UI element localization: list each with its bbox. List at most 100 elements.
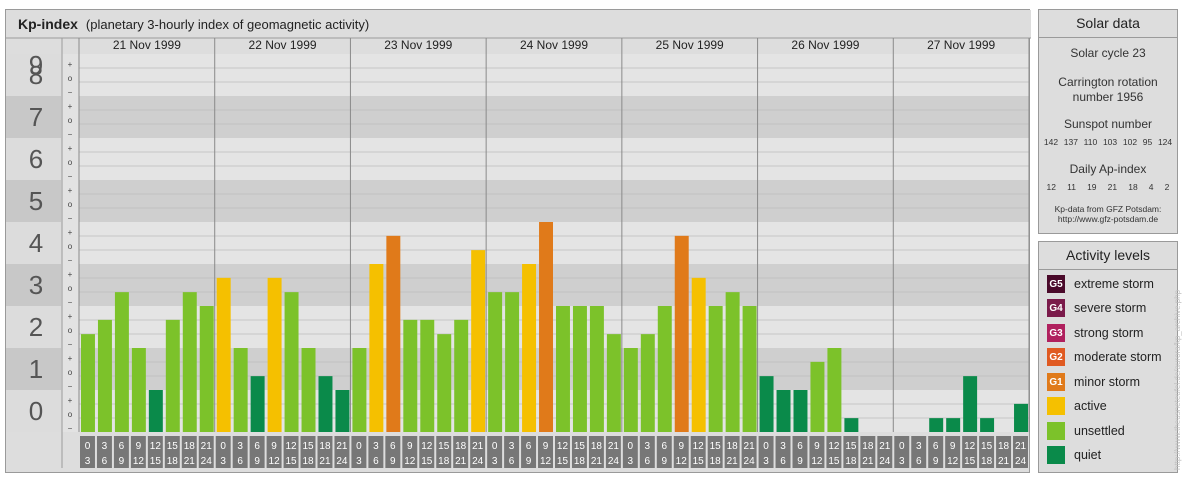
interval-box — [860, 436, 876, 468]
chart-title-subtitle: (planetary 3-hourly index of geomagnetic… — [85, 17, 370, 32]
kp-bar — [369, 264, 384, 432]
legend-swatch — [1047, 422, 1065, 440]
interval-box — [962, 436, 978, 468]
source-url-credit: http://www.theusneteufel.de/aurora/kp_ar… — [1173, 289, 1182, 470]
interval-end-label: 9 — [119, 456, 125, 467]
y-label-band — [6, 390, 61, 432]
interval-end-label: 18 — [845, 456, 857, 467]
sunspot-values: 142 137 110 103 102 95 124 — [1041, 137, 1175, 147]
solar-data-panel: Solar data Solar cycle 23 Carrington rot… — [1038, 9, 1178, 234]
interval-end-label: 24 — [744, 456, 756, 467]
y-minor-mark: − — [68, 256, 73, 265]
day-label: 24 Nov 1999 — [520, 38, 588, 52]
interval-end-label: 6 — [373, 456, 379, 467]
chart-title: Kp-index (planetary 3-hourly index of geo… — [18, 16, 369, 32]
kp-band — [79, 54, 1029, 96]
day-label: 23 Nov 1999 — [384, 38, 452, 52]
kp-bar — [148, 390, 163, 432]
interval-end-label: 21 — [319, 456, 331, 467]
solar-cycle: Solar cycle 23 — [1070, 46, 1146, 60]
interval-start-label: 21 — [608, 441, 620, 452]
kp-bar — [827, 348, 842, 432]
interval-end-label: 6 — [780, 456, 786, 467]
kp-band — [79, 222, 1029, 264]
interval-end-label: 12 — [269, 456, 281, 467]
kp-bar — [403, 319, 418, 432]
interval-end-label: 9 — [390, 456, 396, 467]
interval-start-label: 15 — [845, 441, 857, 452]
interval-start-label: 18 — [319, 441, 331, 452]
interval-start-label: 6 — [933, 441, 939, 452]
day-label: 21 Nov 1999 — [113, 38, 181, 52]
interval-start-label: 15 — [981, 441, 993, 452]
interval-box — [266, 436, 282, 468]
carrington-rotation-label: Carrington rotation — [1058, 75, 1158, 89]
y-minor-mark: + — [68, 228, 73, 237]
interval-end-label: 18 — [574, 456, 586, 467]
interval-end-label: 12 — [947, 456, 959, 467]
interval-box — [996, 436, 1012, 468]
interval-box — [622, 436, 638, 468]
kp-bar — [725, 292, 740, 432]
interval-box — [979, 436, 995, 468]
kp-bar — [708, 306, 723, 432]
minor-mark-band — [62, 180, 79, 222]
kp-bar — [216, 277, 231, 432]
ap-value: 2 — [1164, 182, 1170, 192]
kp-band — [79, 180, 1029, 222]
interval-start-label: 0 — [492, 441, 498, 452]
kp-bar — [81, 334, 95, 432]
interval-end-label: 12 — [540, 456, 552, 467]
interval-box — [334, 436, 350, 468]
y-label-band — [6, 54, 61, 96]
interval-start-label: 0 — [356, 441, 362, 452]
y-minor-mark: o — [68, 242, 73, 251]
interval-end-label: 15 — [964, 456, 976, 467]
interval-box — [673, 436, 689, 468]
kp-bar — [844, 418, 859, 432]
legend-item-extreme-storm: G5 extreme storm — [1047, 275, 1154, 293]
kp-bar — [640, 334, 655, 432]
interval-start-label: 21 — [472, 441, 484, 452]
interval-box — [215, 436, 231, 468]
interval-start-label: 6 — [526, 441, 532, 452]
y-minor-mark: − — [68, 340, 73, 349]
kp-bar — [284, 292, 299, 432]
interval-box — [453, 436, 469, 468]
interval-end-label: 3 — [356, 456, 362, 467]
sunspot-value: 102 — [1122, 137, 1138, 147]
interval-end-label: 21 — [727, 456, 739, 467]
interval-start-label: 12 — [421, 441, 433, 452]
interval-box — [487, 436, 503, 468]
y-minor-mark: o — [68, 326, 73, 335]
kp-bar — [454, 319, 469, 432]
minor-mark-band — [62, 348, 79, 390]
y-minor-mark: − — [68, 214, 73, 223]
interval-end-label: 24 — [879, 456, 891, 467]
day-label: 22 Nov 1999 — [249, 38, 317, 52]
interval-start-label: 3 — [509, 441, 515, 452]
interval-end-label: 3 — [628, 456, 634, 467]
kp-bar — [131, 348, 146, 432]
interval-end-label: 12 — [811, 456, 823, 467]
kp-bar — [980, 418, 995, 432]
kp-bar — [742, 306, 757, 432]
interval-end-label: 6 — [102, 456, 108, 467]
interval-box — [656, 436, 672, 468]
interval-start-label: 9 — [543, 441, 549, 452]
kp-bar — [589, 306, 604, 432]
sunspot-value: 95 — [1142, 137, 1153, 147]
y-tick-label: 4 — [29, 228, 43, 258]
legend-swatch — [1047, 446, 1065, 464]
kp-bar — [539, 222, 553, 432]
interval-start-label: 15 — [710, 441, 722, 452]
interval-start-label: 12 — [150, 441, 162, 452]
kp-band — [79, 264, 1029, 306]
interval-start-label: 3 — [645, 441, 651, 452]
interval-end-label: 21 — [862, 456, 874, 467]
interval-end-label: 15 — [421, 456, 433, 467]
interval-end-label: 21 — [998, 456, 1010, 467]
kp-bar — [963, 376, 978, 432]
y-minor-mark: o — [68, 116, 73, 125]
interval-start-label: 9 — [950, 441, 956, 452]
